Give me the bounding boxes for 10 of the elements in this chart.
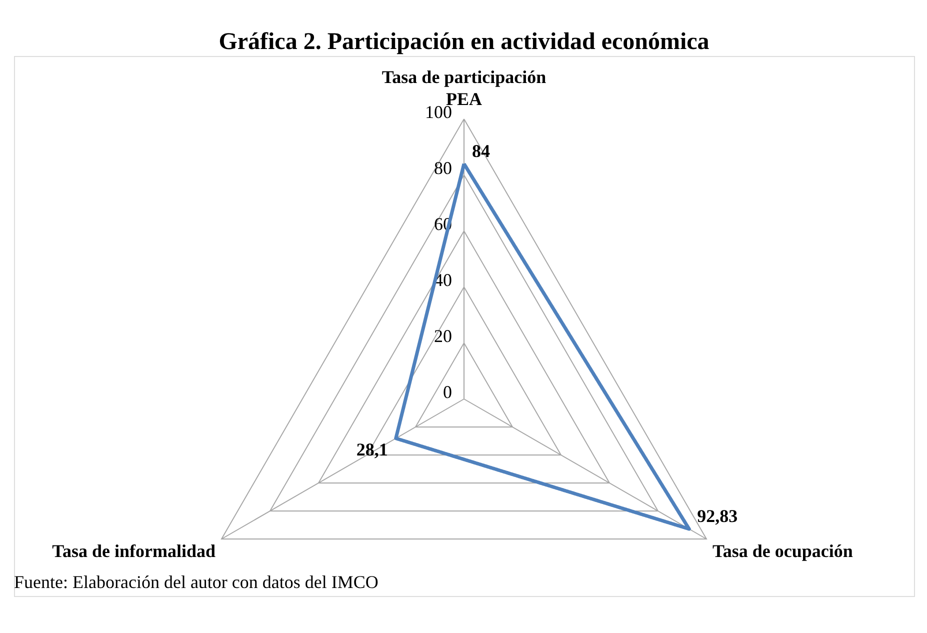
data-label: 92,83 — [697, 506, 738, 526]
chart-title: Gráfica 2. Participación en actividad económica — [218, 29, 710, 55]
spoke-label: Tasa de informalidad — [52, 541, 216, 561]
data-label: 28,1 — [356, 439, 388, 460]
y-tick-label: 80 — [434, 158, 452, 178]
spoke-label: Tasa de ocupación — [712, 541, 853, 561]
y-tick-label: 20 — [434, 326, 452, 346]
y-tick-label: 0 — [443, 382, 452, 402]
data-label: 84 — [472, 140, 490, 161]
source-note: Fuente: Elaboración del autor con datos del IMCO — [14, 572, 378, 592]
